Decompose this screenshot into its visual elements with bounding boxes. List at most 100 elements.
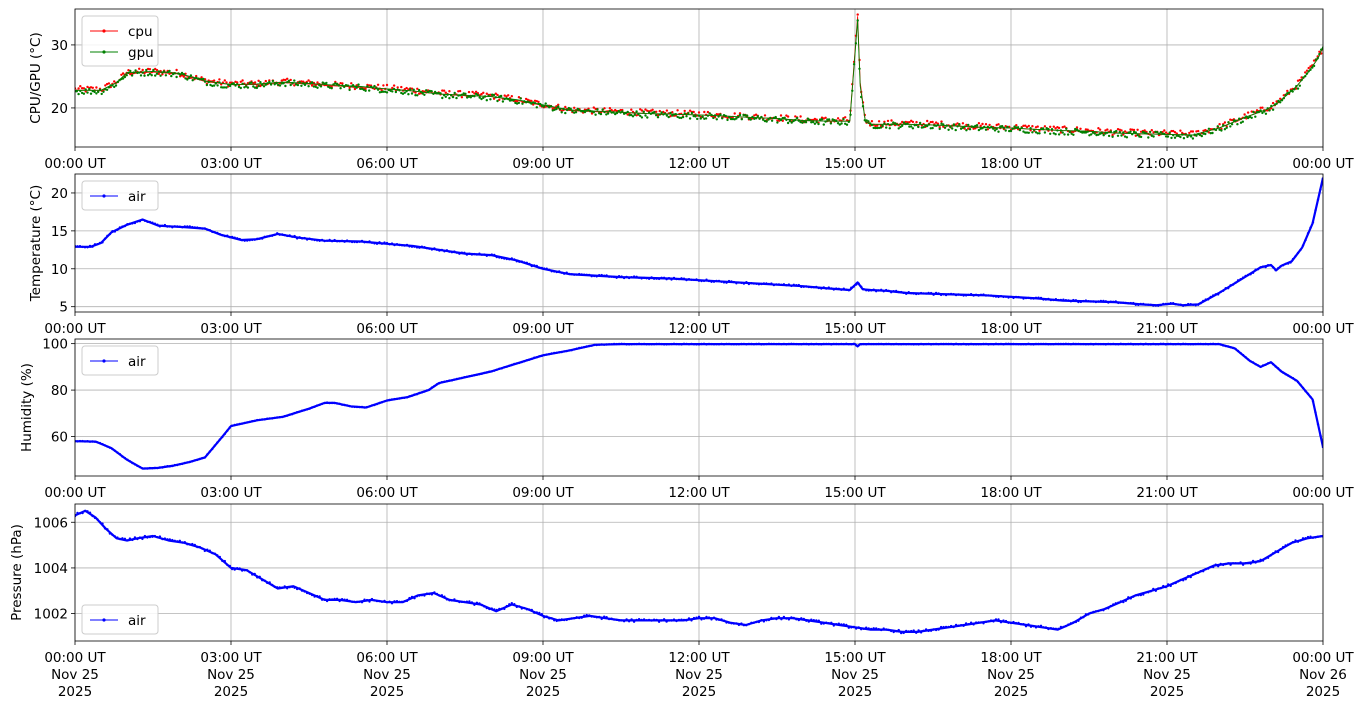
- data-point: [530, 357, 533, 361]
- data-point: [236, 83, 239, 86]
- data-point: [1124, 301, 1128, 305]
- data-point: [1000, 125, 1004, 128]
- data-point: [523, 261, 526, 264]
- data-point: [893, 122, 897, 125]
- data-point: [697, 111, 701, 114]
- data-point: [98, 521, 102, 524]
- data-point: [860, 95, 863, 99]
- data-point: [398, 600, 401, 603]
- data-point: [243, 86, 246, 89]
- data-point: [353, 240, 356, 244]
- data-point: [355, 240, 359, 244]
- data-point: [676, 109, 679, 112]
- data-point: [390, 242, 394, 245]
- data-point: [184, 77, 187, 80]
- x-tick-label: 18:00 UT: [980, 321, 1042, 337]
- data-point: [795, 342, 798, 346]
- data-point: [1070, 130, 1073, 134]
- data-point: [730, 280, 733, 283]
- data-point: [1041, 127, 1045, 130]
- y-axis-label: Pressure (hPa): [9, 524, 25, 621]
- data-point: [902, 121, 906, 124]
- data-point: [1009, 129, 1013, 133]
- data-point: [540, 266, 543, 270]
- data-point: [1277, 99, 1280, 103]
- data-point: [450, 599, 454, 602]
- data-point: [790, 616, 793, 619]
- data-point: [293, 586, 296, 589]
- data-point: [208, 549, 211, 552]
- data-point: [847, 289, 850, 292]
- data-point: [939, 625, 943, 629]
- data-point: [1067, 342, 1070, 346]
- data-point: [887, 628, 890, 632]
- data-point: [990, 125, 993, 129]
- data-point: [308, 407, 311, 410]
- data-point: [1296, 380, 1300, 384]
- data-point: [507, 97, 510, 101]
- data-point: [895, 630, 898, 633]
- data-point: [469, 96, 472, 99]
- data-point: [655, 277, 658, 280]
- data-point: [645, 277, 648, 280]
- data-point: [328, 401, 331, 405]
- x-tick-label: 00:00 UT: [1292, 321, 1354, 337]
- data-point: [1268, 109, 1271, 112]
- data-point: [1266, 109, 1269, 112]
- data-point: [824, 120, 827, 123]
- data-point: [917, 629, 920, 632]
- data-point: [1239, 561, 1242, 564]
- data-point: [518, 605, 521, 608]
- data-point: [1194, 342, 1197, 346]
- data-point: [595, 343, 598, 347]
- data-point: [378, 241, 381, 244]
- data-point: [395, 243, 399, 246]
- data-point: [662, 343, 666, 346]
- data-point: [123, 224, 127, 228]
- data-point: [1117, 343, 1120, 346]
- data-point: [261, 83, 264, 86]
- data-point: [171, 464, 174, 468]
- data-point: [380, 401, 384, 404]
- data-point: [211, 84, 214, 88]
- data-point: [652, 618, 656, 621]
- data-point: [368, 600, 371, 603]
- data-point: [437, 92, 440, 95]
- data-point: [154, 67, 157, 71]
- data-point: [323, 82, 326, 85]
- data-point: [525, 608, 528, 611]
- data-point: [890, 119, 893, 122]
- data-point: [213, 444, 216, 447]
- data-point: [358, 240, 361, 243]
- data-point: [1199, 570, 1202, 573]
- data-point: [1027, 623, 1030, 626]
- data-point: [1086, 130, 1089, 133]
- data-point: [365, 598, 369, 602]
- data-point: [865, 626, 868, 629]
- data-point: [191, 460, 194, 463]
- data-point: [1207, 298, 1210, 301]
- data-point: [949, 342, 953, 346]
- data-point: [1219, 290, 1222, 294]
- data-point: [288, 413, 291, 416]
- data-point: [161, 73, 164, 76]
- data-point: [216, 441, 219, 444]
- data-point: [1294, 539, 1297, 542]
- data-point: [1286, 92, 1289, 95]
- data-point: [91, 440, 94, 443]
- data-point: [1012, 620, 1015, 624]
- x-tick-label: 09:00 UT: [512, 156, 574, 172]
- data-point: [1098, 132, 1102, 135]
- data-point: [593, 274, 596, 278]
- data-point: [895, 123, 899, 126]
- data-point: [901, 120, 904, 124]
- data-point: [934, 124, 938, 128]
- data-point: [1052, 125, 1056, 128]
- data-point: [463, 376, 466, 379]
- data-point: [926, 119, 929, 123]
- data-point: [276, 232, 279, 235]
- data-point: [433, 90, 437, 94]
- data-point: [905, 292, 908, 295]
- data-point: [383, 599, 386, 603]
- data-point: [927, 629, 930, 633]
